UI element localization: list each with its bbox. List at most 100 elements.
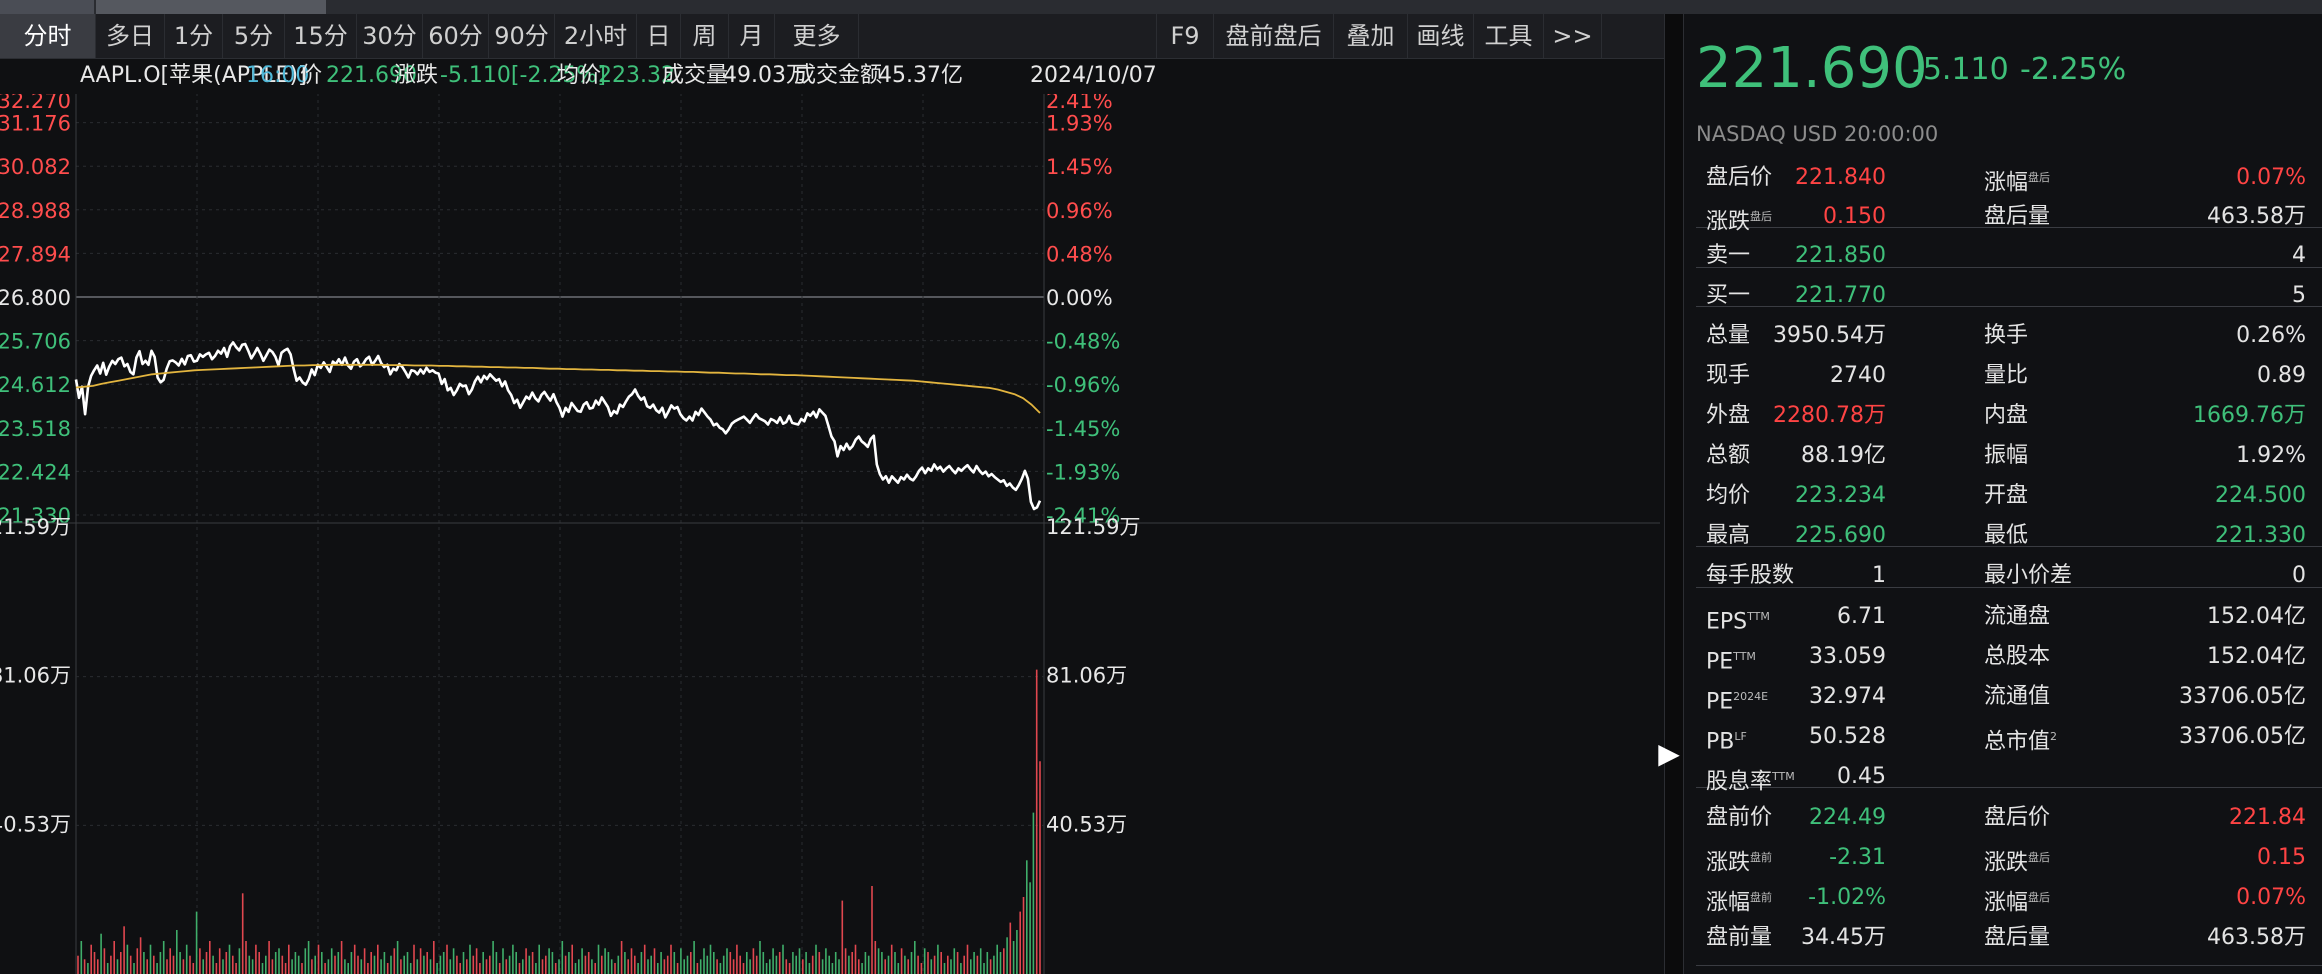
y-tick-label-left: 223.518	[0, 417, 71, 441]
quote-value: 1669.76万	[2193, 403, 2306, 428]
period-tab[interactable]: 1分	[165, 14, 223, 58]
toolbar-tool-button[interactable]: >>	[1544, 14, 1602, 58]
quote-value: 221.850	[1795, 243, 1886, 268]
quote-label: 涨跌盘后	[1706, 209, 1773, 235]
avg-caption: 均价	[557, 63, 602, 88]
quote-label: 均价	[1706, 483, 1751, 508]
quote-value: 0	[2292, 563, 2306, 588]
toolbar-tool-button[interactable]: 工具	[1474, 14, 1544, 58]
period-tab[interactable]: 15分	[285, 14, 357, 58]
volume-value: 49.03万	[723, 63, 808, 88]
quote-label: 开盘	[1984, 483, 2029, 508]
toolbar-tool-button[interactable]: 盘前盘后	[1214, 14, 1334, 58]
y-tick-label-left: 221.330	[0, 504, 71, 528]
quote-label: PETTM	[1706, 649, 1756, 675]
quote-row: PE2024E 32.974 流通值 33706.05亿	[1684, 679, 2322, 715]
chart-info-bar: AAPL.O[苹果(APPLE)] 16:00 价 221.690 涨跌 -5.…	[0, 58, 1660, 94]
period-tab[interactable]: 多日	[96, 14, 165, 58]
quote-label: 现手	[1706, 363, 1751, 388]
y-tick-label-left: 232.270	[0, 94, 71, 113]
quote-row: 买一 221.770 5	[1684, 278, 2322, 314]
quote-value: 32.974	[1809, 684, 1886, 709]
quote-label: 盘后价	[1706, 165, 1773, 190]
y-tick-label-left: 222.424	[0, 460, 71, 484]
quote-value: 0.07%	[2236, 885, 2306, 910]
period-tab[interactable]: 日	[637, 14, 681, 58]
quote-label: 每手股数	[1706, 563, 1795, 588]
period-tab[interactable]: 更多	[775, 14, 859, 58]
period-tab[interactable]: 2小时	[555, 14, 637, 58]
period-toolbar: 分时 多日 1分 5分 15分 30分 60分 90分 2小时日周月更多 F9 盘前盘后 叠加 画线 工具…	[0, 14, 1682, 59]
quote-label: 换手	[1984, 323, 2029, 348]
row-divider	[1696, 546, 2322, 547]
y-tick-label-left: 225.706	[0, 330, 71, 354]
quote-value: 33706.05亿	[2179, 724, 2306, 749]
period-tab[interactable]: 月	[729, 14, 775, 58]
quote-label: 涨幅盘后	[1984, 890, 2051, 916]
quote-value: -1.02%	[1808, 885, 1886, 910]
quote-value: 50.528	[1809, 724, 1886, 749]
row-divider	[1696, 587, 2322, 588]
quote-value: 1	[1872, 563, 1886, 588]
y-tick-label-right: -0.48%	[1046, 330, 1120, 354]
quote-value: 0.45	[1837, 764, 1886, 789]
quote-row: 涨跌盘前 -2.31 涨跌盘后 0.15	[1684, 840, 2322, 876]
y-tick-label-right: 1.45%	[1046, 155, 1113, 179]
y-tick-label-right: -2.41%	[1046, 504, 1120, 528]
period-tab[interactable]: 30分	[357, 14, 423, 58]
quote-label: 涨幅盘前	[1706, 890, 1773, 916]
period-tab[interactable]: 60分	[423, 14, 489, 58]
quote-row: 每手股数 1 最小价差 0	[1684, 558, 2322, 594]
panel-divider[interactable]	[1664, 14, 1684, 974]
window-tab-segment[interactable]	[96, 0, 326, 14]
y-tick-label-right: -1.45%	[1046, 417, 1120, 441]
quote-value: 33.059	[1809, 644, 1886, 669]
quote-value: 224.49	[1809, 805, 1886, 830]
toolbar-tool-button[interactable]: F9	[1156, 14, 1214, 58]
toolbar-tool-button[interactable]: 叠加	[1334, 14, 1408, 58]
period-tab[interactable]: 分时	[0, 14, 96, 58]
quote-value: 221.330	[2215, 523, 2306, 548]
quote-row: 均价 223.234 开盘 224.500	[1684, 478, 2322, 514]
intraday-chart[interactable]: 232.270 2.41% 231.176 1.93% 230.082 1.45% 228.…	[0, 94, 1660, 974]
amount-caption: 成交金额	[794, 63, 883, 88]
avg-value: 223.32	[598, 63, 675, 88]
quote-label: PBLF	[1706, 729, 1747, 755]
period-tab[interactable]: 周	[681, 14, 729, 58]
quote-label: 流通盘	[1984, 604, 2051, 629]
quote-label: 涨跌盘后	[1984, 850, 2051, 876]
row-divider	[1696, 306, 2322, 307]
quote-value: 4	[2292, 243, 2306, 268]
quote-value: 2740	[1830, 363, 1886, 388]
row-divider	[1696, 227, 2322, 228]
volume-tick-label-left: 121.59万	[0, 515, 71, 539]
volume-tick-label-right: 81.06万	[1046, 664, 1127, 688]
quote-row: 盘后价 221.840 涨幅盘后 0.07%	[1684, 160, 2322, 196]
price-line	[74, 341, 1042, 511]
quote-value: 221.840	[1795, 165, 1886, 190]
symbol-label: AAPL.O[苹果(APPLE)]	[80, 63, 307, 88]
period-tab[interactable]: 90分	[489, 14, 555, 58]
quote-label: 总市值2	[1984, 729, 2058, 755]
y-tick-label-right: -1.93%	[1046, 460, 1120, 484]
quote-label: 总额	[1706, 443, 1751, 468]
quote-value: 1.92%	[2236, 443, 2306, 468]
quote-row: 卖一 221.850 4	[1684, 238, 2322, 274]
price-caption: 价	[300, 63, 323, 88]
window-tab-segment[interactable]	[0, 0, 94, 14]
period-tab[interactable]: 5分	[223, 14, 285, 58]
y-tick-label-left: 228.988	[0, 199, 71, 223]
quote-row: 盘前价 224.49 盘后价 221.84	[1684, 800, 2322, 836]
quote-value: 221.770	[1795, 283, 1886, 308]
quote-value: 0.150	[1823, 204, 1886, 229]
quote-value: 224.500	[2215, 483, 2306, 508]
last-change-pct: -2.25%	[2020, 52, 2127, 87]
toolbar-tool-button[interactable]: 画线	[1408, 14, 1474, 58]
quote-value: 34.45万	[1801, 925, 1886, 950]
y-tick-label-left: 231.176	[0, 112, 71, 136]
expand-panel-icon[interactable]: ▶	[1658, 737, 1680, 770]
amount-value: 45.37亿	[878, 63, 963, 88]
quote-row: 外盘 2280.78万 内盘 1669.76万	[1684, 398, 2322, 434]
quote-row: EPSTTM 6.71 流通盘 152.04亿	[1684, 599, 2322, 635]
quote-value: 0.26%	[2236, 323, 2306, 348]
